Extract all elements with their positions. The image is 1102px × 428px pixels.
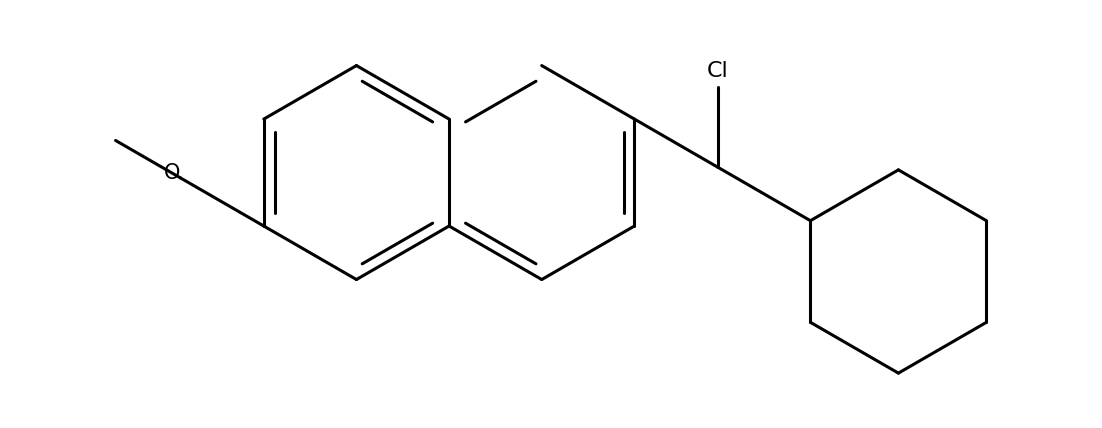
Text: O: O: [164, 163, 180, 183]
Text: Cl: Cl: [706, 61, 728, 81]
